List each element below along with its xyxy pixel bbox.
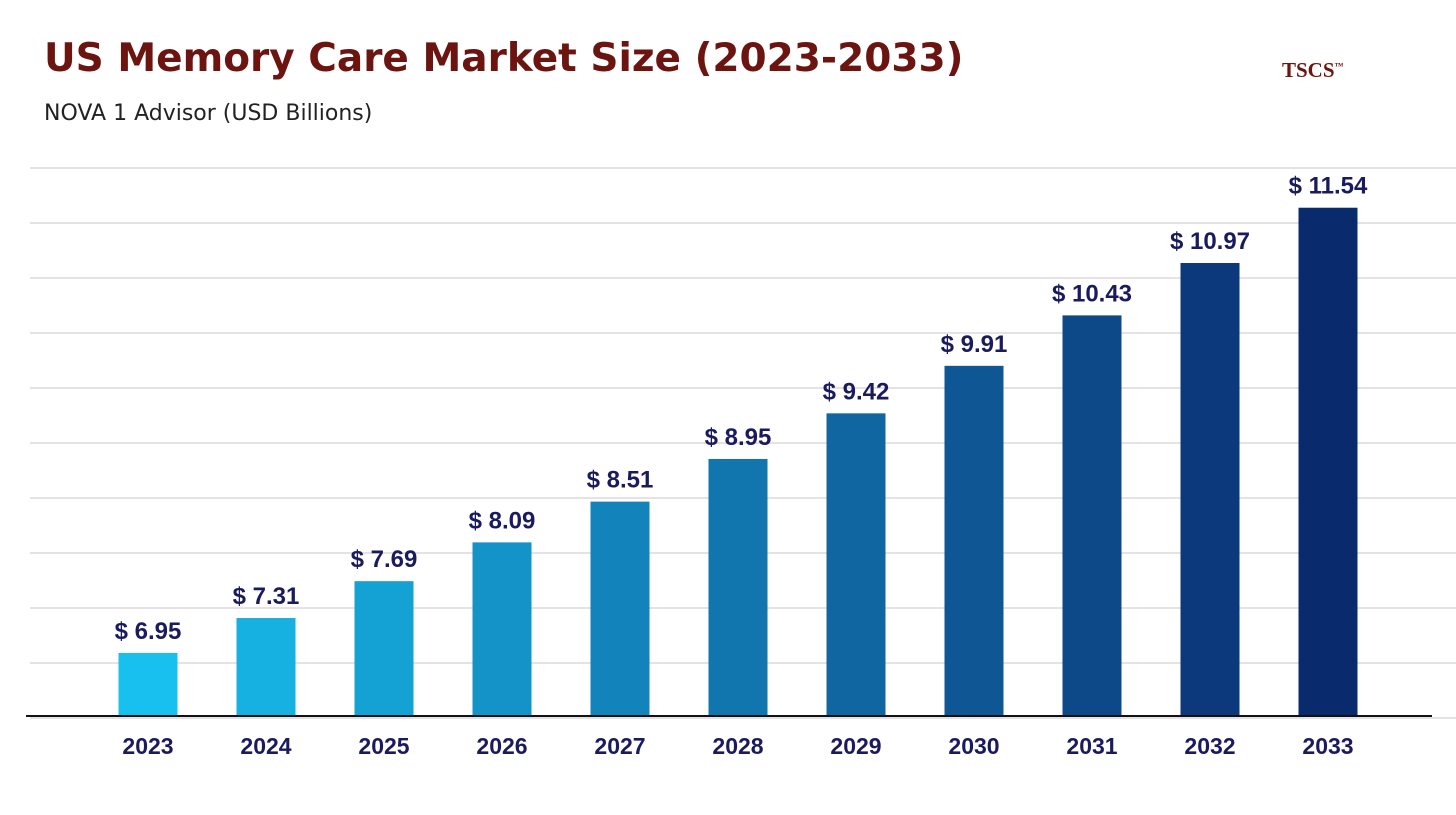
- data-label: $ 6.95: [115, 618, 182, 645]
- logo-trademark: ™: [1334, 61, 1344, 71]
- data-label: $ 11.54: [1289, 173, 1368, 200]
- data-label: $ 8.09: [469, 507, 536, 534]
- data-label: $ 10.97: [1170, 228, 1250, 255]
- x-tick-label: 2032: [1184, 733, 1235, 759]
- x-tick-label: 2030: [948, 733, 999, 759]
- x-tick-label: 2027: [594, 733, 645, 759]
- bar-2027: [590, 501, 650, 716]
- chart-subtitle: NOVA 1 Advisor (USD Billions): [44, 101, 373, 126]
- bar-2031: [1062, 315, 1122, 716]
- chart-title: US Memory Care Market Size (2023-2033): [44, 36, 964, 81]
- bar-2024: [236, 618, 296, 716]
- bar-2028: [708, 458, 768, 716]
- x-tick-label: 2025: [358, 733, 409, 759]
- data-label: $ 9.42: [823, 378, 890, 405]
- data-label: $ 7.69: [351, 546, 418, 573]
- x-tick-label: 2029: [830, 733, 881, 759]
- logo-text: TSCS: [1282, 58, 1335, 82]
- bar-2025: [354, 581, 414, 716]
- x-tick-label: 2028: [712, 733, 763, 759]
- data-label: $ 9.91: [941, 331, 1008, 358]
- bar-2029: [826, 413, 886, 716]
- bar-2023: [118, 652, 178, 716]
- data-label: $ 10.43: [1052, 280, 1132, 307]
- data-label: $ 7.31: [233, 583, 300, 610]
- x-tick-label: 2033: [1302, 733, 1353, 759]
- x-tick-label: 2031: [1066, 733, 1117, 759]
- data-label: $ 8.51: [587, 467, 654, 494]
- bar-2032: [1180, 263, 1240, 716]
- x-tick-label: 2026: [476, 733, 527, 759]
- bar-2030: [944, 365, 1004, 716]
- bar-2033: [1298, 207, 1358, 716]
- bar-2026: [472, 542, 532, 716]
- x-tick-label: 2023: [122, 733, 173, 759]
- tscs-logo: TSCS™: [1282, 58, 1344, 83]
- data-label: $ 8.95: [705, 424, 772, 451]
- x-tick-label: 2024: [240, 733, 291, 759]
